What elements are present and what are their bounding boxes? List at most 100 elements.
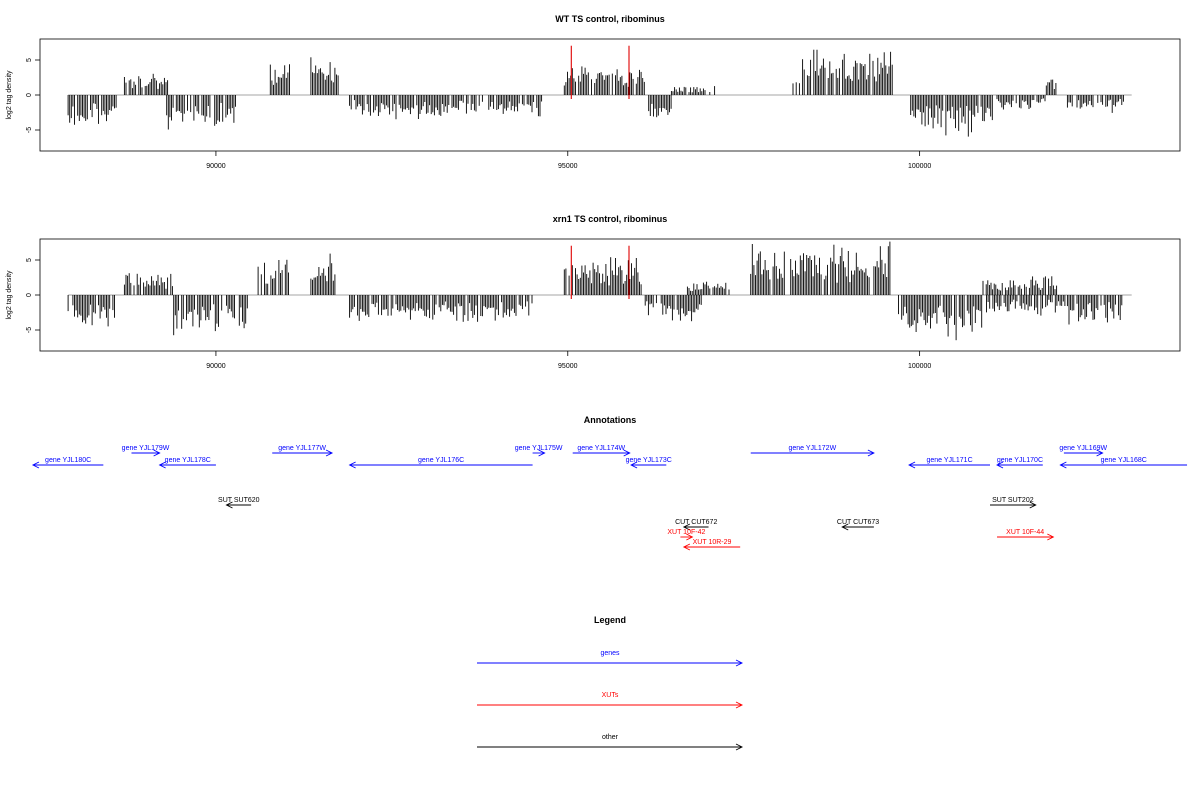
density-segment bbox=[986, 295, 1066, 316]
feature-label: gene YJL175W bbox=[515, 445, 563, 452]
density-segment bbox=[750, 241, 891, 295]
density-segment bbox=[173, 295, 248, 336]
y-tick-label: -5 bbox=[26, 327, 33, 333]
legend-title: Legend bbox=[594, 615, 626, 625]
track-title: xrn1 TS control, ribominus bbox=[553, 214, 668, 224]
density-segment bbox=[349, 295, 533, 322]
density-segment bbox=[67, 95, 117, 125]
feature: gene YJL174W bbox=[572, 445, 631, 457]
density-segment bbox=[123, 273, 173, 295]
density-segment bbox=[67, 295, 115, 327]
feature: gene YJL172W bbox=[750, 445, 875, 457]
track-bars bbox=[67, 45, 1132, 137]
feature-label: gene YJL176C bbox=[418, 457, 464, 464]
arrowhead bbox=[735, 659, 744, 667]
arrowhead bbox=[996, 461, 1004, 469]
y-tick-label: 5 bbox=[26, 258, 33, 262]
feature-label: gene YJL178C bbox=[165, 457, 211, 464]
feature: gene YJL177W bbox=[272, 445, 334, 457]
feature: CUT CUT673 bbox=[837, 519, 879, 531]
arrowhead bbox=[1029, 501, 1037, 509]
y-axis-label: log2 tag density bbox=[6, 70, 13, 120]
density-segment bbox=[166, 95, 236, 130]
arrowhead bbox=[841, 523, 849, 531]
x-tick-label: 90000 bbox=[206, 363, 226, 370]
feature: XUT 10R-29 bbox=[682, 539, 741, 551]
feature-label: XUT 10R-29 bbox=[693, 539, 732, 546]
feature-label: gene YJL172W bbox=[788, 445, 836, 452]
arrowhead bbox=[686, 533, 694, 541]
density-segment bbox=[982, 276, 1058, 295]
density-segment bbox=[310, 253, 336, 295]
arrowhead bbox=[1096, 449, 1104, 457]
density-segment bbox=[644, 295, 702, 322]
feature-arrows: gene YJL180C gene YJL179W gene YJL178C gene… bbox=[31, 445, 1188, 551]
feature-label: gene YJL174W bbox=[577, 445, 625, 452]
density-segment bbox=[310, 57, 339, 95]
legend-label: genes bbox=[600, 650, 620, 657]
y-tick-label: -5 bbox=[26, 127, 33, 133]
feature: gene YJL170C bbox=[996, 457, 1043, 469]
density-segment bbox=[1066, 295, 1123, 325]
feature-label: CUT CUT672 bbox=[675, 519, 717, 526]
feature: gene YJL179W bbox=[122, 445, 170, 457]
y-tick-label: 0 bbox=[26, 293, 33, 297]
x-tick-label: 95000 bbox=[558, 363, 578, 370]
legend-items: genes XUTs other bbox=[477, 650, 744, 751]
track-title: WT TS control, ribominus bbox=[555, 14, 665, 24]
density-segment bbox=[257, 259, 289, 295]
arrowhead bbox=[682, 543, 691, 551]
density-segment bbox=[670, 86, 716, 95]
arrowhead bbox=[225, 501, 233, 509]
legend-item: genes bbox=[477, 650, 744, 667]
density-segment bbox=[686, 281, 730, 295]
arrowhead bbox=[538, 449, 546, 457]
legend-label: XUTs bbox=[602, 692, 619, 699]
feature-label: XUT 10F-42 bbox=[667, 529, 705, 536]
feature-label: gene YJL169W bbox=[1059, 445, 1107, 452]
feature-label: gene YJL168C bbox=[1101, 457, 1147, 464]
track-wt-ts-control: WT TS control, ribominus log2 tag densit… bbox=[6, 14, 1181, 170]
axis-ticks: 90000 95000 100000 -5 0 5 bbox=[26, 258, 931, 370]
y-tick-label: 0 bbox=[26, 93, 33, 97]
feature: gene YJL168C bbox=[1059, 457, 1188, 469]
feature-label: SUT SUT202 bbox=[992, 497, 1034, 504]
y-tick-label: 5 bbox=[26, 58, 33, 62]
arrowhead bbox=[325, 449, 334, 457]
track-bars bbox=[67, 241, 1132, 341]
density-segment bbox=[898, 295, 983, 341]
feature: gene YJL180C bbox=[31, 457, 104, 469]
density-segment bbox=[123, 73, 169, 95]
density-segment bbox=[792, 49, 893, 95]
feature: gene YJL176C bbox=[348, 457, 533, 469]
arrowhead bbox=[1047, 533, 1055, 541]
feature: XUT 10F-42 bbox=[667, 529, 705, 541]
feature-label: gene YJL171C bbox=[926, 457, 972, 464]
feature: XUT 10F-44 bbox=[997, 529, 1055, 541]
arrowhead bbox=[31, 461, 40, 469]
legend-panel: Legend genes XUTs other bbox=[477, 615, 744, 751]
feature: gene YJL173C bbox=[626, 457, 672, 469]
feature-label: gene YJL177W bbox=[278, 445, 326, 452]
annotations-title: Annotations bbox=[584, 415, 637, 425]
y-axis-label: log2 tag density bbox=[6, 270, 13, 320]
density-segment bbox=[563, 66, 645, 95]
feature-label: SUT SUT620 bbox=[218, 497, 260, 504]
feature-label: XUT 10F-44 bbox=[1006, 529, 1044, 536]
arrowhead bbox=[867, 449, 875, 457]
arrowhead bbox=[908, 461, 916, 469]
density-segment bbox=[910, 95, 993, 137]
density-segment bbox=[269, 64, 290, 95]
arrowhead bbox=[735, 743, 744, 751]
feature: CUT CUT672 bbox=[675, 519, 717, 531]
arrowhead bbox=[153, 449, 161, 457]
feature: SUT SUT202 bbox=[990, 497, 1037, 509]
feature-label: gene YJL170C bbox=[997, 457, 1043, 464]
arrowhead bbox=[682, 523, 691, 531]
arrowhead bbox=[623, 449, 631, 457]
feature: gene YJL169W bbox=[1059, 445, 1107, 457]
axis-ticks: 90000 95000 100000 -5 0 5 bbox=[26, 58, 931, 170]
